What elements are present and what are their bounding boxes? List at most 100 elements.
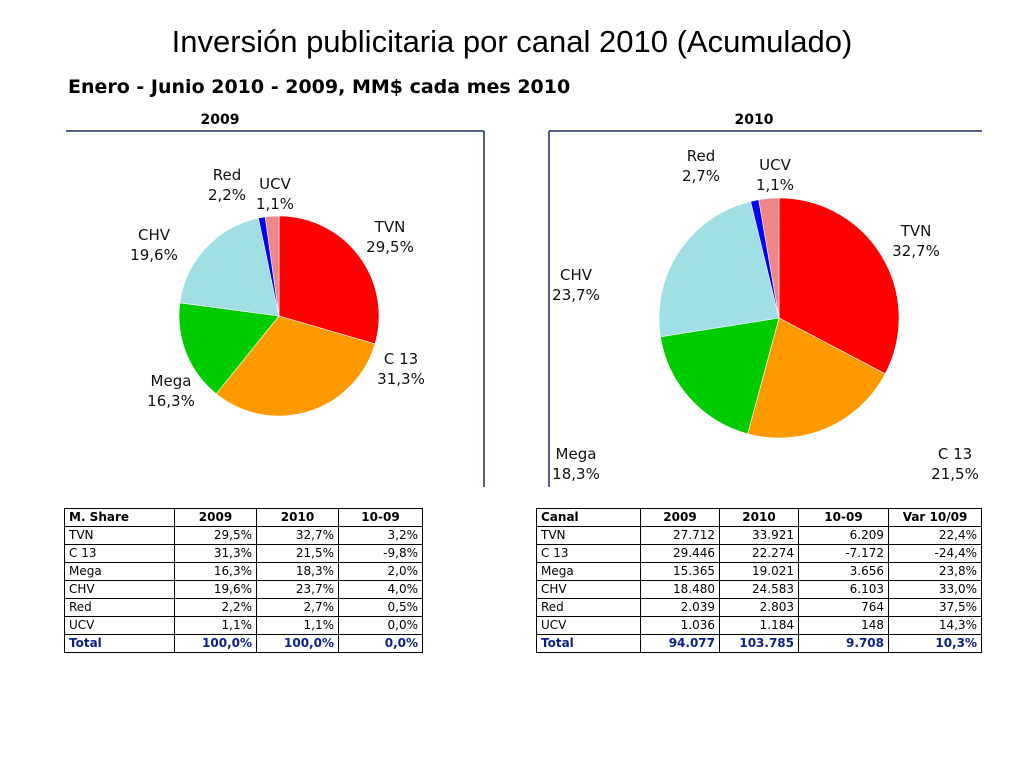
pie-label-c13: C 13 31,3% [377, 350, 425, 388]
table-row-label: CHV [64, 580, 175, 599]
pie-label-name: Red [687, 147, 716, 165]
table-row: C 13 31,3% 21,5% -9,8% [64, 544, 423, 563]
table-cell: 2,2% [174, 598, 257, 617]
table-row-label: TVN [536, 526, 641, 545]
pie-label-red: Red 2,7% [682, 147, 720, 185]
column-header: Var 10/09 [888, 508, 982, 527]
pie-label-value: 19,6% [130, 246, 178, 264]
pie-label-value: 21,5% [931, 465, 979, 483]
table-row-label: UCV [64, 616, 175, 635]
table-cell: 1,1% [256, 616, 339, 635]
pie-label-name: TVN [900, 222, 932, 240]
table-row: UCV 1,1% 1,1% 0,0% [64, 616, 423, 635]
table-cell: 1.184 [719, 616, 799, 635]
pie-label-name: UCV [759, 156, 791, 174]
table-cell: 2,0% [338, 562, 423, 581]
table-cell: 2.803 [719, 598, 799, 617]
column-header: 2009 [174, 508, 257, 527]
table-row-label: UCV [536, 616, 641, 635]
table-row: TVN 27.712 33.921 6.209 22,4% [536, 526, 982, 545]
pie-label-name: C 13 [384, 350, 418, 368]
frame-2010 [548, 130, 982, 487]
table-cell: 148 [798, 616, 889, 635]
table-cell: 22,4% [888, 526, 982, 545]
column-header: 2010 [256, 508, 339, 527]
table-cell: 23,7% [256, 580, 339, 599]
table-total-row: Total 100,0% 100,0% 0,0% [64, 634, 423, 653]
table-cell: -24,4% [888, 544, 982, 563]
pie-label-name: Mega [556, 445, 597, 463]
pie-slice-chv [658, 201, 780, 338]
table-row: Mega 16,3% 18,3% 2,0% [64, 562, 423, 581]
table-cell: 23,8% [888, 562, 982, 581]
table-cell: 2.039 [640, 598, 720, 617]
pie-label-value: 23,7% [552, 286, 600, 304]
table-cell: 0,0% [338, 634, 423, 653]
table-cell: 22.274 [719, 544, 799, 563]
pie-label-value: 18,3% [552, 465, 600, 483]
pie-slice-red [264, 215, 280, 317]
pie-label-tvn: TVN 32,7% [892, 222, 940, 260]
pie-label-name: C 13 [938, 445, 972, 463]
table-cell: 0,5% [338, 598, 423, 617]
pie-2009: TVN 29,5% C 13 31,3% Mega 16,3% CHV 19,6% UCV 1,1… [130, 166, 425, 417]
table-row: Mega 15.365 19.021 3.656 23,8% [536, 562, 982, 581]
table-row-label: Total [536, 634, 641, 653]
table-cell: 31,3% [174, 544, 257, 563]
table-cell: 100,0% [174, 634, 257, 653]
pie-label-name: UCV [259, 175, 291, 193]
pie-2010: TVN 32,7% C 13 21,5% Mega 18,3% CHV 23,7% UCV 1,1… [552, 147, 979, 483]
pie-label-value: 1,1% [756, 176, 794, 194]
page-subtitle: Enero - Junio 2010 - 2009, MM$ cada mes … [68, 76, 571, 98]
table-cell: -9,8% [338, 544, 423, 563]
pie-label-mega: Mega 16,3% [147, 372, 195, 410]
page-title: Inversión publicitaria por canal 2010 (A… [171, 24, 853, 59]
table-cell: 94.077 [640, 634, 720, 653]
table-cell: 33,0% [888, 580, 982, 599]
table-cell: 24.583 [719, 580, 799, 599]
table-cell: 18.480 [640, 580, 720, 599]
table-total-row: Total 94.077 103.785 9.708 10,3% [536, 634, 982, 653]
table-row: UCV 1.036 1.184 148 14,3% [536, 616, 982, 635]
table-cell: 103.785 [719, 634, 799, 653]
table-cell: 15.365 [640, 562, 720, 581]
pie-label-value: 29,5% [366, 238, 414, 256]
pie-slice-red [758, 197, 780, 319]
table-cell: 29.446 [640, 544, 720, 563]
pie-2009-title: 2009 [200, 112, 240, 128]
table-row-label: Red [536, 598, 641, 617]
table-header-row: M. Share 2009 2010 10-09 [64, 508, 423, 527]
table-row: C 13 29.446 22.274 -7.172 -24,4% [536, 544, 982, 563]
table-cell: 100,0% [256, 634, 339, 653]
pie-label-value: 2,2% [208, 186, 246, 204]
pie-slice-tvn [778, 197, 900, 375]
pie-label-chv: CHV 19,6% [130, 226, 178, 264]
table-row-label: C 13 [536, 544, 641, 563]
table-cell: 10,3% [888, 634, 982, 653]
pie-slice-chv [179, 217, 280, 317]
table-row: CHV 19,6% 23,7% 4,0% [64, 580, 423, 599]
table-row-label: Red [64, 598, 175, 617]
table-cell: 1,1% [174, 616, 257, 635]
table-cell: 33.921 [719, 526, 799, 545]
table-cell: 3.656 [798, 562, 889, 581]
pie-slice-mega [660, 317, 780, 435]
pie-label-tvn: TVN 29,5% [366, 218, 414, 256]
pie-label-name: Mega [151, 372, 192, 390]
table-row: CHV 18.480 24.583 6.103 33,0% [536, 580, 982, 599]
column-header: 10-09 [338, 508, 423, 527]
pie-label-ucv: UCV 1,1% [756, 156, 794, 194]
table-cell: 764 [798, 598, 889, 617]
table-cell: 29,5% [174, 526, 257, 545]
table-row-label: TVN [64, 526, 175, 545]
pie-label-mega: Mega 18,3% [552, 445, 600, 483]
table-row: Red 2,2% 2,7% 0,5% [64, 598, 423, 617]
table-cell: 27.712 [640, 526, 720, 545]
market-share-table: M. Share 2009 2010 10-09 TVN 29,5% 32,7% 3,… [64, 508, 423, 653]
pie-label-red: Red 2,2% [208, 166, 246, 204]
table-cell: 4,0% [338, 580, 423, 599]
pie-label-chv: CHV 23,7% [552, 266, 600, 304]
pie-label-value: 32,7% [892, 242, 940, 260]
table-cell: 6.103 [798, 580, 889, 599]
pie-2010-title: 2010 [734, 112, 774, 128]
